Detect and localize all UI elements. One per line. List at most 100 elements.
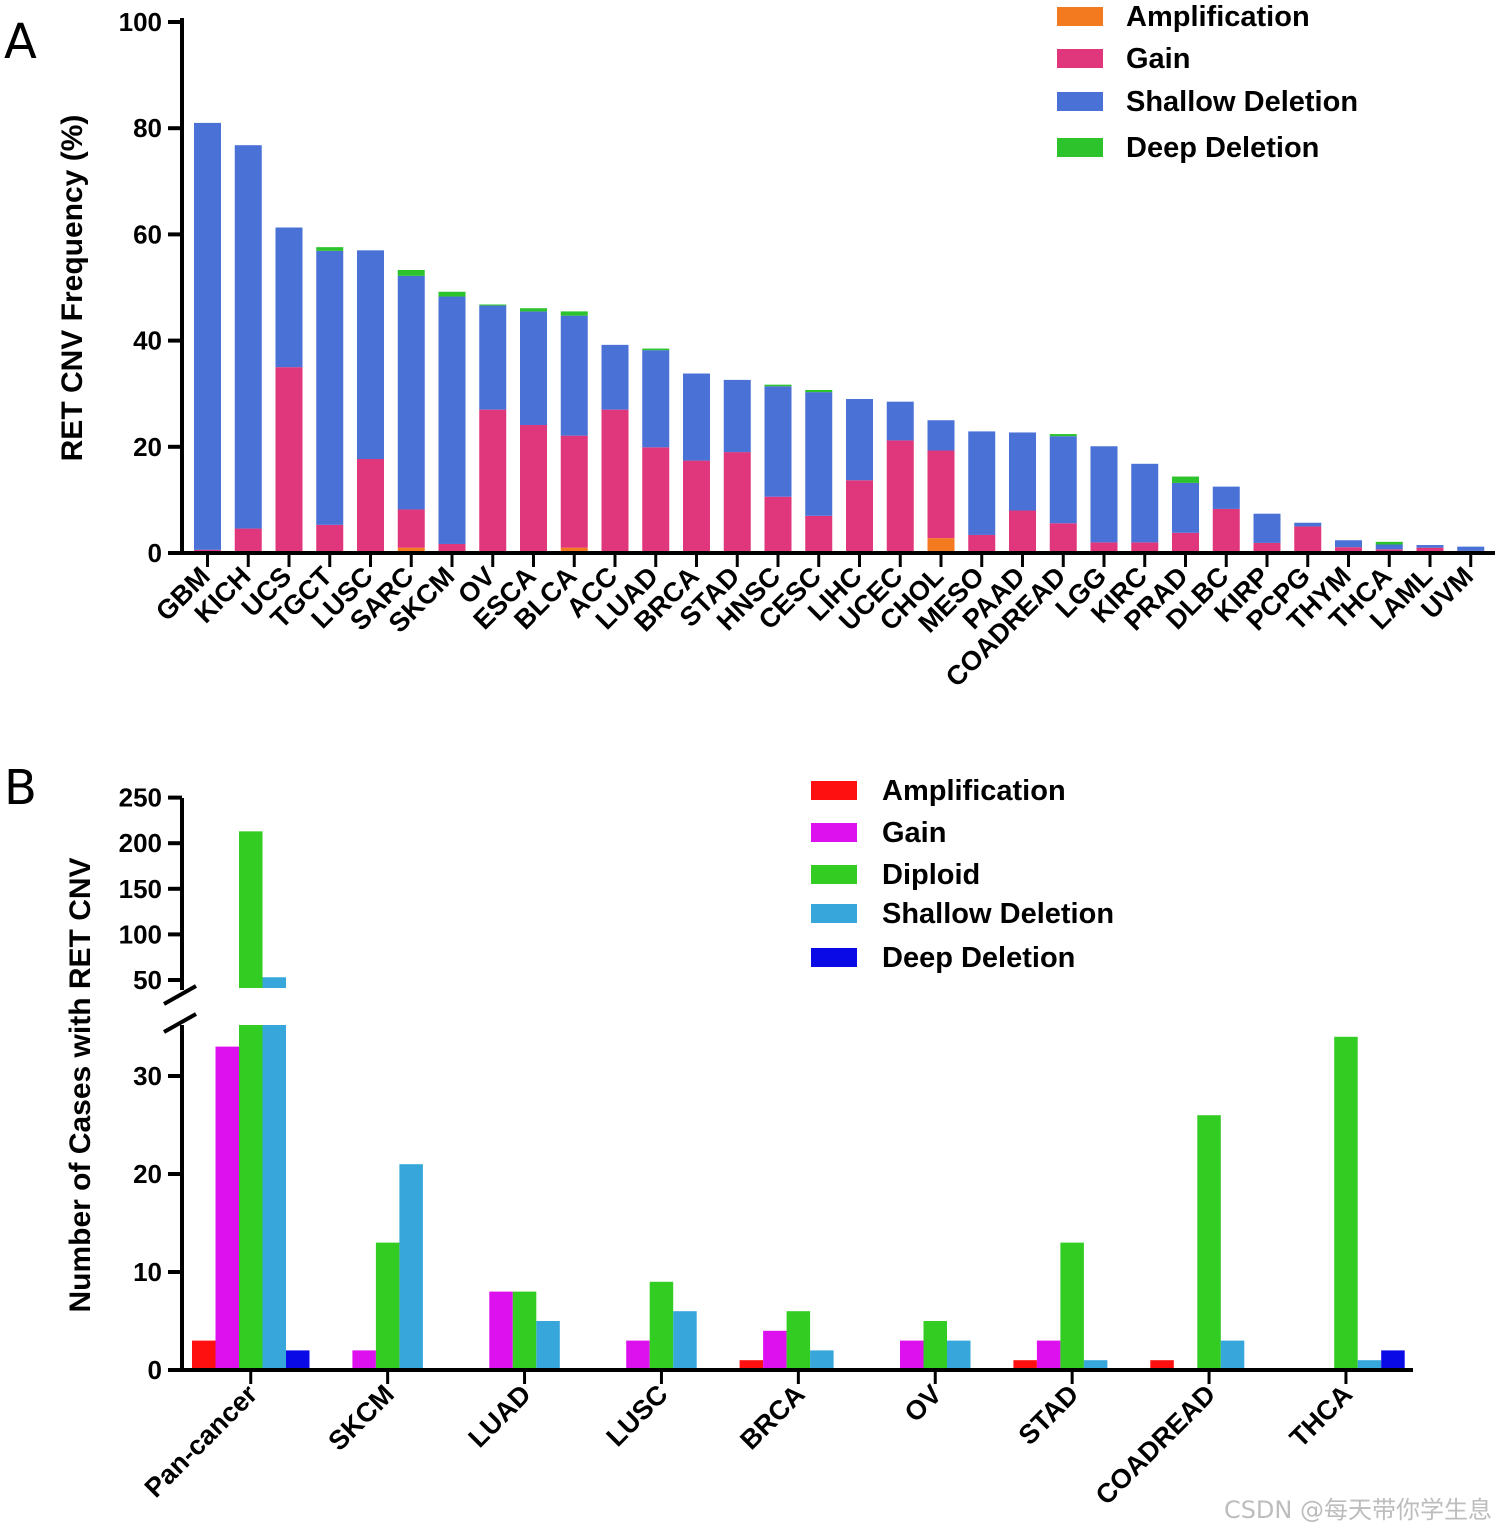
bar-segment xyxy=(512,1291,537,1370)
bar-pan-cancer-deep-deletion xyxy=(286,1350,310,1370)
y-tick-label: 100 xyxy=(119,7,162,37)
bar-luad-shallow-deletion xyxy=(642,350,670,448)
bar-lusc-shallow-deletion xyxy=(673,1311,697,1370)
bar-segment xyxy=(1150,1360,1174,1370)
bar-segment xyxy=(1334,1036,1358,1370)
bar-esca-shallow-deletion xyxy=(520,311,547,426)
bar-sarc-shallow-deletion xyxy=(397,275,425,510)
axis-break-mark-top xyxy=(163,984,197,1006)
bar-segment-upper xyxy=(239,831,263,988)
panel-a-bars xyxy=(194,122,1485,553)
watermark-text: CSDN @每天带你学生息 xyxy=(1224,1496,1492,1524)
bar-lgg-shallow-deletion xyxy=(1090,446,1118,543)
bar-thca-deep-deletion xyxy=(1381,1350,1405,1370)
bar-thym-shallow-deletion xyxy=(1335,540,1362,548)
x-tick-label: Pan-cancer xyxy=(139,1379,263,1503)
bar-kirc-gain xyxy=(1131,542,1159,553)
bar-segment xyxy=(763,1330,787,1370)
bar-prad-deep-deletion xyxy=(1172,476,1199,483)
bar-blca-gain xyxy=(560,435,588,548)
legend-item-deep-deletion: Deep Deletion xyxy=(811,942,1075,974)
bar-lihc-gain xyxy=(846,480,873,553)
bar-meso-gain xyxy=(968,534,996,553)
bar-brca-amplification xyxy=(739,1360,764,1370)
bar-acc-gain xyxy=(601,409,629,553)
bar-segment xyxy=(1381,1350,1405,1370)
bar-cesc-deep-deletion xyxy=(805,389,833,393)
y-tick-label: 100 xyxy=(119,919,162,949)
panel-b: B 0 10 20 30 50 100 150 200 250 Pan-cancer SKCM LU… xyxy=(4,760,1413,1511)
bar-segment xyxy=(215,1046,239,1370)
bar-segment xyxy=(352,1350,376,1370)
bar-tgct-deep-deletion xyxy=(316,247,344,251)
legend-swatch xyxy=(1057,49,1103,68)
bar-pan-cancer-shallow-deletion xyxy=(262,977,286,1370)
bar-segment xyxy=(489,1291,513,1370)
bar-stad-shallow-deletion xyxy=(1083,1360,1108,1370)
axis-break-mark-bottom xyxy=(163,1012,197,1034)
legend-swatch xyxy=(811,948,857,967)
bar-brca-gain xyxy=(763,1330,787,1370)
y-tick-label: 80 xyxy=(133,113,162,143)
bar-dlbc-shallow-deletion xyxy=(1212,486,1240,509)
bar-pcpg-shallow-deletion xyxy=(1294,522,1322,527)
bar-skcm-diploid xyxy=(375,1242,400,1370)
panel-b-bars xyxy=(192,831,1405,1370)
bar-ucs-shallow-deletion xyxy=(275,227,303,368)
bar-coadread-deep-deletion xyxy=(1049,434,1077,437)
panel-a-x-labels: GBMKICHUCSTGCTLUSCSARCSKCMOVESCABLCAACCL… xyxy=(150,553,1479,693)
bar-segment xyxy=(192,1340,216,1370)
bar-esca-deep-deletion xyxy=(520,308,547,312)
legend-item-amplification: Amplification xyxy=(811,775,1066,807)
legend-swatch xyxy=(811,904,857,923)
bar-dlbc-gain xyxy=(1212,508,1240,553)
bar-luad-shallow-deletion xyxy=(536,1321,560,1370)
bar-acc-shallow-deletion xyxy=(601,344,629,410)
bar-blca-shallow-deletion xyxy=(560,315,588,436)
bar-segment xyxy=(375,1242,400,1370)
bar-kich-gain xyxy=(234,528,262,553)
legend-label: Diploid xyxy=(882,859,980,891)
bar-segment xyxy=(810,1350,834,1370)
x-tick-label: BRCA xyxy=(734,1379,810,1455)
bar-cesc-gain xyxy=(805,515,833,553)
bar-segment-lower xyxy=(239,1025,263,1370)
bar-lusc-gain xyxy=(626,1340,650,1370)
bar-coadread-shallow-deletion xyxy=(1049,436,1077,524)
bar-segment xyxy=(399,1164,423,1370)
bar-stad-amplification xyxy=(1013,1360,1037,1370)
bar-segment-upper xyxy=(262,977,286,988)
legend-swatch xyxy=(811,865,857,884)
bar-thca-deep-deletion xyxy=(1375,541,1403,545)
bar-brca-gain xyxy=(683,460,710,553)
bar-pan-cancer-diploid xyxy=(239,831,263,1370)
bar-sarc-amplification xyxy=(397,547,425,553)
bar-thca-diploid xyxy=(1334,1036,1358,1370)
bar-esca-gain xyxy=(520,425,547,553)
x-tick-label: LUSC xyxy=(601,1379,674,1452)
bar-stad-diploid xyxy=(1060,1242,1084,1370)
bar-lihc-shallow-deletion xyxy=(846,399,873,481)
bar-sarc-deep-deletion xyxy=(397,269,425,276)
bar-segment xyxy=(286,1350,310,1370)
legend-item-deep-deletion: Deep Deletion xyxy=(1057,132,1319,164)
panel-a-y-ticks: 0 20 40 60 80 100 xyxy=(119,7,182,568)
bar-uvm-shallow-deletion xyxy=(1457,546,1485,551)
bar-segment xyxy=(900,1340,924,1370)
legend-swatch xyxy=(1057,92,1103,111)
bar-ov-shallow-deletion xyxy=(947,1340,971,1370)
bar-segment xyxy=(786,1311,811,1370)
y-tick-label: 10 xyxy=(133,1257,162,1287)
bar-segment xyxy=(1060,1242,1084,1370)
bar-pcpg-gain xyxy=(1294,526,1322,553)
bar-cesc-shallow-deletion xyxy=(805,392,833,516)
bar-luad-gain xyxy=(642,447,670,553)
bar-pan-cancer-gain xyxy=(215,1046,239,1370)
panel-a: A 0 20 40 60 80 100 GBMKICHUCSTGCTLUSCSARCSKC… xyxy=(4,1,1495,693)
bar-blca-deep-deletion xyxy=(560,311,588,316)
panel-a-label: A xyxy=(4,14,37,70)
bar-segment xyxy=(1083,1360,1108,1370)
bar-lusc-diploid xyxy=(649,1281,674,1370)
bar-brca-diploid xyxy=(786,1311,811,1370)
legend-label: Amplification xyxy=(1126,1,1310,33)
